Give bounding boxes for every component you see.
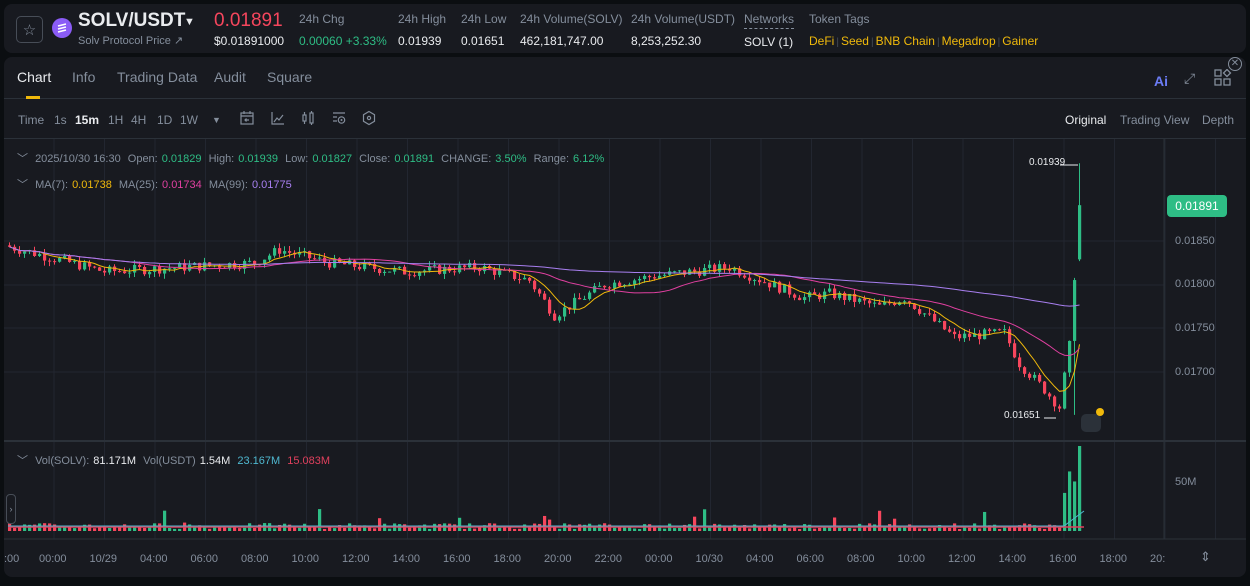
notification-dot: [1096, 408, 1104, 416]
active-tab-indicator: [26, 96, 40, 99]
tag-seed[interactable]: Seed: [840, 34, 869, 48]
time-axis-label: 10:00: [291, 553, 320, 565]
candlestick-chart[interactable]: ﹀ 2025/10/30 16:30 Open: 0.01829 High: 0.0…: [4, 139, 1246, 577]
interval-1d[interactable]: 1D: [157, 113, 173, 127]
time-axis-label: 00:00: [39, 553, 67, 565]
solv-logo-icon: [52, 18, 72, 38]
scroll-left-handle[interactable]: ›: [6, 494, 16, 524]
low-marker-label: 0.01651: [1004, 410, 1041, 421]
stat-token-tags: Token Tags DeFi | Seed | BNB Chain | Megadrop |…: [809, 12, 1039, 48]
ma-legend: ﹀ MA(7): 0.01738 MA(25): 0.01734 MA(99): 0.…: [17, 179, 292, 191]
indicators-icon[interactable]: [270, 110, 286, 126]
time-axis-label: 16:00: [1049, 553, 1077, 565]
tab-trading-data[interactable]: Trading Data: [117, 69, 198, 85]
tab-audit[interactable]: Audit: [214, 69, 246, 85]
stat-24h-change: 24h Chg 0.00060 +3.33%: [299, 12, 387, 48]
chart-canvas[interactable]: [4, 139, 1246, 577]
price-axis-label: 0.01800: [1175, 278, 1215, 290]
price-axis-label: 0.01750: [1175, 322, 1215, 334]
pair-name[interactable]: SOLV/USDT: [78, 10, 186, 31]
interval-more-dropdown-icon[interactable]: ▼: [212, 115, 221, 125]
time-axis-label: 04:00: [746, 553, 774, 565]
collapse-chevron-icon[interactable]: ﹀: [17, 455, 28, 467]
expand-icon[interactable]: ⤢: [1184, 70, 1196, 86]
time-axis-label: 12:00: [948, 553, 976, 565]
ticker-header: ☆ SOLV/USDT ▼ Solv Protocol Price ↗ 0.01…: [4, 4, 1246, 53]
ohlc-legend: ﹀ 2025/10/30 16:30 Open: 0.01829 High: 0.0…: [17, 153, 605, 165]
volume-axis-label: 50M: [1175, 476, 1197, 488]
time-axis-label: 12:00: [342, 553, 370, 565]
last-price: 0.01891: [214, 10, 283, 31]
tab-square[interactable]: Square: [267, 69, 313, 85]
time-axis-label: 06:00: [190, 553, 219, 565]
time-axis-label: 08:00: [241, 553, 269, 565]
candle-type-icon[interactable]: [300, 110, 316, 126]
price-axis-label: 0.01700: [1175, 366, 1215, 378]
time-axis-label: 14:00: [998, 553, 1027, 565]
stat-24h-high: 24h High 0.01939: [398, 12, 447, 48]
chart-panel: Chart Info Trading Data Audit Square Ai …: [4, 57, 1246, 577]
tab-chart[interactable]: Chart: [17, 69, 52, 85]
time-axis-label: :00: [4, 553, 20, 565]
tag-megadrop[interactable]: Megadrop: [941, 34, 996, 48]
panel-tabs: Chart Info Trading Data Audit Square Ai …: [4, 57, 1246, 99]
interval-4h[interactable]: 4H: [131, 113, 147, 127]
tag-gainer[interactable]: Gainer: [1002, 34, 1039, 48]
time-axis-label: 20:00: [544, 553, 572, 565]
tab-info[interactable]: Info: [72, 69, 96, 85]
time-axis-label: 06:00: [796, 553, 825, 565]
interval-1h[interactable]: 1H: [108, 113, 124, 127]
stat-24h-volume-solv: 24h Volume(SOLV) 462,181,747.00: [520, 12, 623, 48]
layout-grid-icon[interactable]: [1214, 69, 1232, 87]
time-axis-label: 16:00: [443, 553, 471, 565]
stat-24h-volume-usdt: 24h Volume(USDT) 8,253,252.30: [631, 12, 736, 48]
volume-legend: ﹀ Vol(SOLV): 81.171M Vol(USDT) 1.54M 23.16…: [17, 455, 331, 467]
time-axis-label: 18:00: [493, 553, 522, 565]
favorite-star-button[interactable]: ☆: [16, 16, 43, 43]
pair-dropdown-icon[interactable]: ▼: [184, 16, 195, 28]
news-icon[interactable]: [1081, 414, 1101, 432]
interval-time[interactable]: Time: [18, 113, 45, 127]
time-axis-label: 10/29: [89, 553, 118, 565]
calendar-go-to-date-icon[interactable]: [239, 110, 255, 126]
tag-defi[interactable]: DeFi: [809, 34, 835, 48]
collapse-chevron-icon[interactable]: ﹀: [17, 179, 28, 191]
star-icon: ☆: [22, 21, 37, 39]
time-axis-label: 04:00: [140, 553, 168, 565]
ai-button[interactable]: Ai: [1154, 73, 1168, 89]
stat-networks[interactable]: Networks SOLV (1): [744, 12, 795, 49]
time-axis-label: 18:00: [1099, 553, 1128, 565]
tag-bnb-chain[interactable]: BNB Chain: [875, 34, 935, 48]
time-axis-label: 08:00: [847, 553, 875, 565]
chart-settings-icon[interactable]: [331, 110, 347, 126]
interval-1w[interactable]: 1W: [180, 113, 198, 127]
view-depth[interactable]: Depth: [1202, 113, 1235, 127]
time-axis-label: 22:00: [594, 553, 623, 565]
high-marker-label: 0.01939: [1029, 157, 1066, 168]
auto-scale-icon[interactable]: ⇕: [1200, 549, 1211, 564]
view-original[interactable]: Original: [1065, 113, 1107, 127]
last-price-usd: $0.01891000: [214, 34, 285, 48]
time-axis-label: 14:00: [392, 553, 421, 565]
close-icon[interactable]: ✕: [1228, 57, 1242, 71]
view-trading-view[interactable]: Trading View: [1120, 113, 1190, 127]
current-price-tag: 0.01891: [1167, 195, 1227, 217]
stat-24h-low: 24h Low 0.01651: [461, 12, 507, 48]
interval-15m[interactable]: 15m: [75, 113, 100, 127]
interval-1s[interactable]: 1s: [54, 113, 67, 127]
hexagon-settings-icon[interactable]: [361, 110, 377, 126]
time-axis-label: 00:00: [645, 553, 673, 565]
token-tag-list: DeFi | Seed | BNB Chain | Megadrop | Gainer: [809, 34, 1039, 48]
price-axis-label: 0.01850: [1175, 235, 1215, 247]
collapse-chevron-icon[interactable]: ﹀: [17, 153, 28, 165]
time-axis-label: 20:: [1150, 553, 1166, 565]
time-axis-label: 10/30: [695, 553, 724, 565]
coin-price-link[interactable]: Solv Protocol Price ↗: [78, 35, 184, 47]
time-axis-label: 10:00: [897, 553, 926, 565]
chart-toolbar: Time 1s 15m 1H 4H 1D 1W ▼ Original Tradi…: [4, 99, 1246, 139]
